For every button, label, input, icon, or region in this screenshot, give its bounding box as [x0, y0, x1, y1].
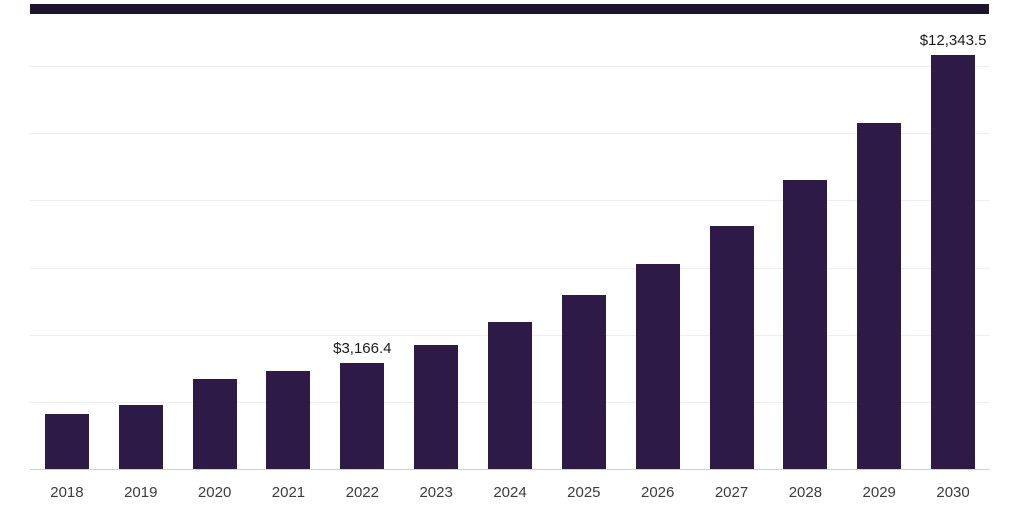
bar-2018[interactable]	[44, 413, 89, 469]
x-tick-label-2020: 2020	[197, 484, 232, 501]
bar-2019[interactable]	[118, 405, 163, 469]
bar-2024[interactable]	[488, 321, 532, 469]
gridline	[30, 200, 990, 202]
x-tick-label-2025: 2025	[567, 484, 601, 501]
data-label-2022: $3,166.4	[333, 339, 392, 357]
gridline	[30, 267, 990, 269]
gridline	[30, 133, 990, 135]
bar-2027[interactable]	[709, 225, 754, 469]
data-label-2030: $12,343.5	[919, 31, 987, 49]
bar-2020[interactable]	[192, 379, 237, 469]
x-tick-label-2023: 2023	[419, 484, 453, 501]
x-tick-label-2026: 2026	[641, 484, 675, 501]
x-tick-label-2027: 2027	[714, 484, 749, 501]
bar-2029[interactable]	[857, 122, 902, 469]
plot-area: $3,166.4 $12,343.5	[30, 10, 990, 470]
bar-2023[interactable]	[414, 344, 459, 469]
x-tick-label-2024: 2024	[493, 484, 527, 501]
bar-2026[interactable]	[635, 263, 680, 469]
x-tick-label-2019: 2019	[124, 484, 158, 501]
x-axis-line	[30, 469, 990, 470]
x-axis-tick-labels: 2018 2019 2020 2021 2022 2023 2024 2025 2026 2027…	[30, 470, 990, 512]
bar-2025[interactable]	[561, 295, 606, 469]
x-tick-label-2022: 2022	[345, 484, 379, 501]
x-tick-label-2021: 2021	[271, 484, 306, 501]
chart-top-border-line	[30, 4, 989, 14]
bar-2022[interactable]	[340, 362, 385, 469]
bar-2021[interactable]	[266, 370, 311, 469]
gridline	[30, 66, 990, 68]
x-tick-label-2029: 2029	[862, 484, 896, 501]
bar-2028[interactable]	[783, 179, 828, 469]
bar-2030[interactable]	[931, 54, 976, 469]
x-tick-label-2018: 2018	[50, 484, 84, 501]
x-tick-label-2028: 2028	[788, 484, 823, 501]
x-tick-label-2030: 2030	[936, 484, 970, 501]
